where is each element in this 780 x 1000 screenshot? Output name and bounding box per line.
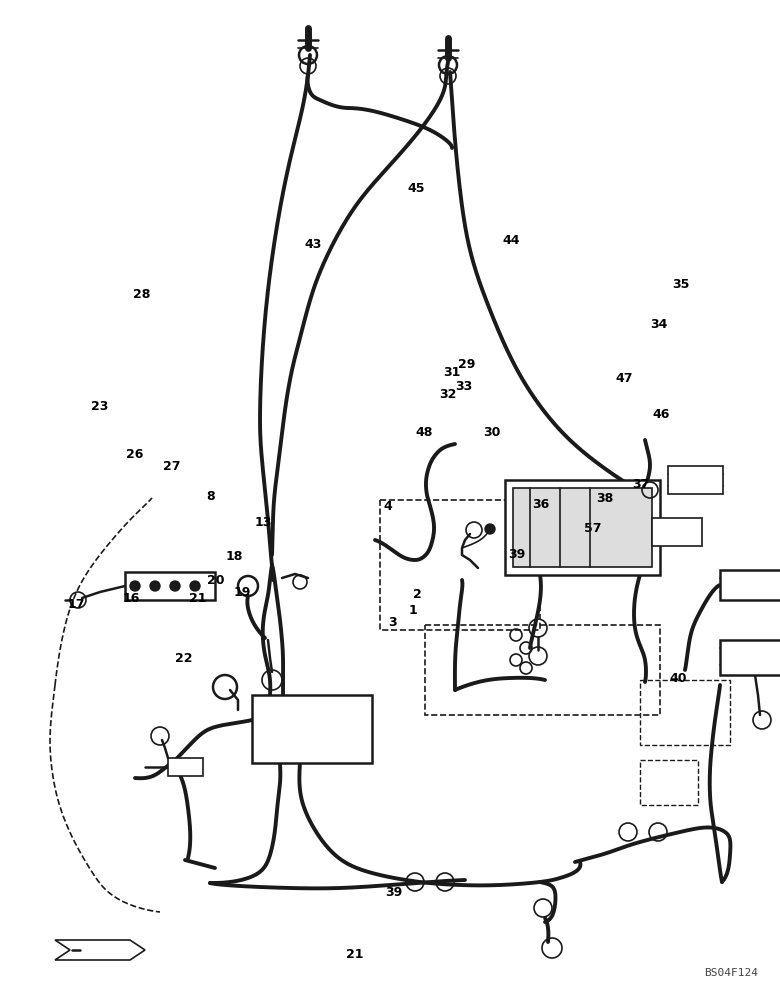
Bar xyxy=(652,518,702,546)
Bar xyxy=(380,500,540,630)
Text: 23: 23 xyxy=(91,400,108,414)
Text: 8: 8 xyxy=(206,490,215,504)
Text: 46: 46 xyxy=(653,408,670,422)
Text: 16: 16 xyxy=(122,591,140,604)
Text: 27: 27 xyxy=(163,460,180,473)
Text: 44: 44 xyxy=(503,234,520,247)
Text: 22: 22 xyxy=(175,652,192,664)
Bar xyxy=(252,695,372,763)
Text: 39: 39 xyxy=(385,886,402,900)
Text: BS04F124: BS04F124 xyxy=(704,968,758,978)
Circle shape xyxy=(485,524,495,534)
Text: 28: 28 xyxy=(133,288,151,302)
Text: 2: 2 xyxy=(413,588,422,601)
Text: 21: 21 xyxy=(346,948,363,960)
Circle shape xyxy=(190,581,200,591)
Text: 32: 32 xyxy=(439,387,456,400)
Bar xyxy=(668,466,723,494)
Text: 33: 33 xyxy=(455,379,472,392)
Text: 40: 40 xyxy=(670,672,687,684)
Circle shape xyxy=(170,581,180,591)
Text: 26: 26 xyxy=(126,448,144,462)
Text: 31: 31 xyxy=(443,365,460,378)
Text: 39: 39 xyxy=(509,548,526,560)
Bar xyxy=(425,625,660,715)
Circle shape xyxy=(130,581,140,591)
Text: 29: 29 xyxy=(458,358,475,370)
Text: 17: 17 xyxy=(68,597,85,610)
Text: 45: 45 xyxy=(407,182,424,194)
Text: 43: 43 xyxy=(305,237,322,250)
Bar xyxy=(720,570,780,600)
Bar xyxy=(640,760,698,805)
Bar xyxy=(720,640,780,675)
Text: 38: 38 xyxy=(597,491,614,504)
Text: 47: 47 xyxy=(615,371,633,384)
Text: 3: 3 xyxy=(388,615,397,629)
Text: 18: 18 xyxy=(225,550,243,564)
Text: 21: 21 xyxy=(190,591,207,604)
Text: 1: 1 xyxy=(409,603,418,616)
Text: 20: 20 xyxy=(207,574,225,587)
Text: 34: 34 xyxy=(651,318,668,332)
Text: 13: 13 xyxy=(255,516,272,530)
Circle shape xyxy=(150,581,160,591)
Text: 37: 37 xyxy=(633,478,650,490)
Bar xyxy=(505,480,660,575)
Text: 35: 35 xyxy=(672,277,690,290)
Text: 19: 19 xyxy=(233,585,250,598)
Text: 30: 30 xyxy=(484,426,501,438)
Text: 36: 36 xyxy=(532,498,549,512)
Bar xyxy=(513,488,652,567)
Text: 4: 4 xyxy=(383,499,392,512)
Bar xyxy=(125,572,215,600)
Bar xyxy=(168,758,203,776)
Text: 48: 48 xyxy=(416,426,433,440)
Text: 57: 57 xyxy=(584,522,601,534)
Bar xyxy=(640,680,730,745)
